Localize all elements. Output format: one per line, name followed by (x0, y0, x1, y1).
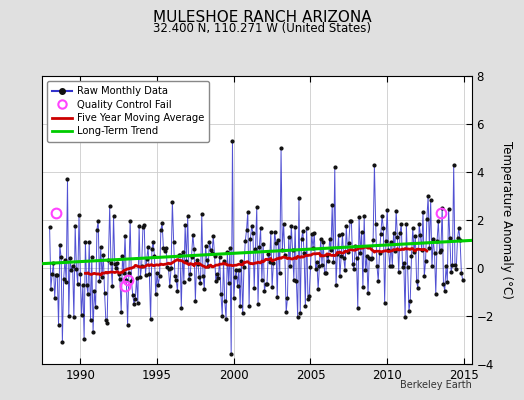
Legend: Raw Monthly Data, Quality Control Fail, Five Year Moving Average, Long-Term Tren: Raw Monthly Data, Quality Control Fail, … (47, 81, 209, 142)
Text: Berkeley Earth: Berkeley Earth (400, 380, 472, 390)
Text: 32.400 N, 110.271 W (United States): 32.400 N, 110.271 W (United States) (153, 22, 371, 35)
Y-axis label: Temperature Anomaly (°C): Temperature Anomaly (°C) (500, 141, 514, 299)
Text: MULESHOE RANCH ARIZONA: MULESHOE RANCH ARIZONA (152, 10, 372, 25)
